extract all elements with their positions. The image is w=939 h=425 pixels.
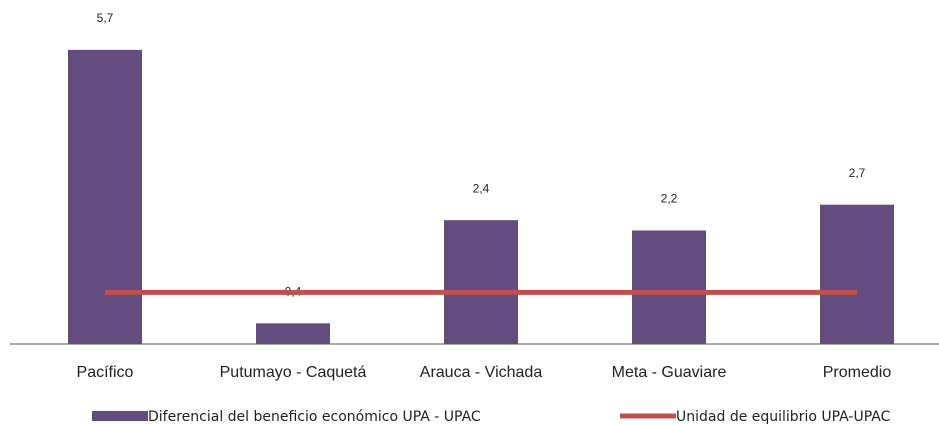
data-label: 5,7	[97, 11, 114, 25]
bar	[820, 204, 894, 344]
legend-swatch	[92, 411, 148, 421]
bar	[68, 49, 142, 344]
legend-label: Diferencial del beneficio económico UPA …	[148, 409, 481, 425]
legend-label: Unidad de equilibrio UPA-UPAC	[676, 409, 891, 425]
x-tick-label: Promedio	[823, 364, 892, 381]
x-tick-label: Putumayo - Caquetá	[220, 364, 367, 381]
x-tick-label: Pacífico	[77, 364, 134, 381]
bar	[444, 220, 518, 344]
x-tick-label: Meta - Guaviare	[612, 364, 727, 381]
data-label: 2,2	[661, 192, 678, 206]
bar	[632, 230, 706, 344]
x-tick-label: Arauca - Vichada	[420, 364, 543, 381]
data-label: 2,4	[473, 181, 490, 195]
data-label: 2,7	[849, 166, 866, 180]
bar	[256, 323, 330, 344]
